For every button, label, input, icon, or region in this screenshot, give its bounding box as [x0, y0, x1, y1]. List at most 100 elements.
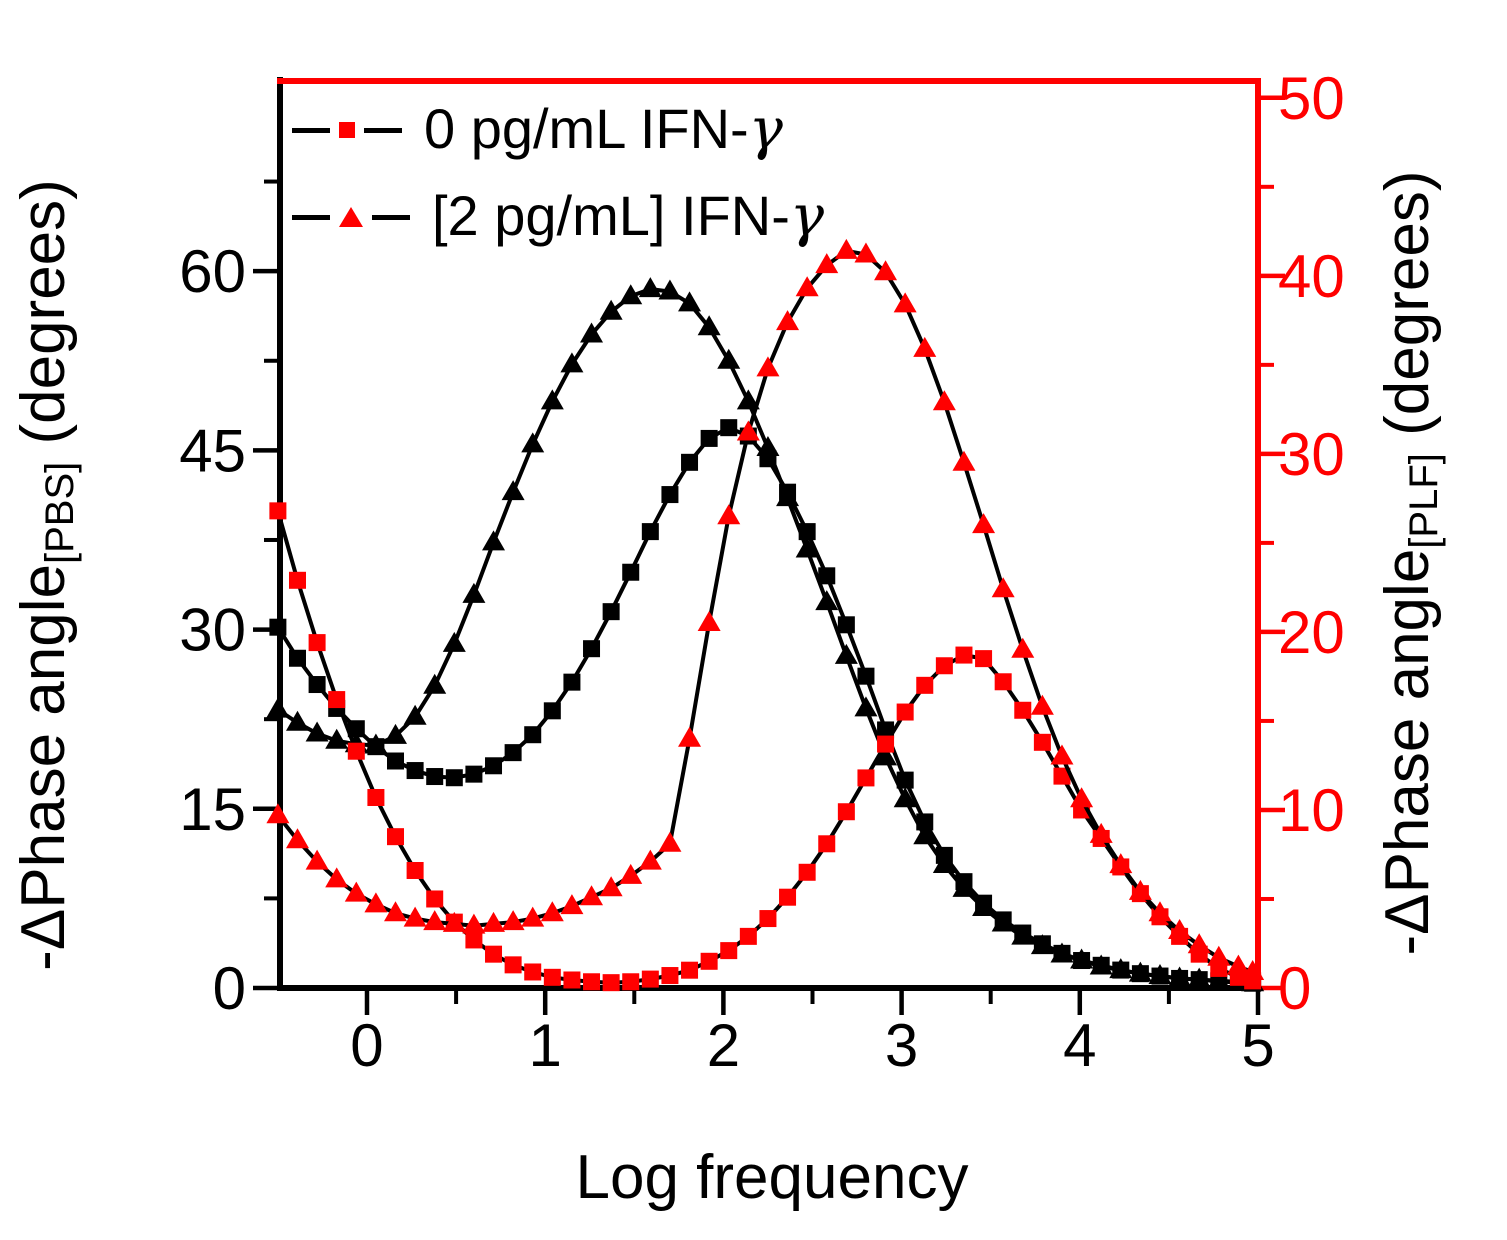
triangle-marker-icon: [795, 276, 819, 297]
square-marker-icon: [837, 616, 855, 634]
square-marker-icon: [465, 931, 483, 949]
triangle-marker-icon: [384, 723, 408, 744]
triangle-marker-icon: [834, 238, 858, 259]
triangle-marker-icon: [991, 577, 1015, 598]
square-marker-icon: [798, 863, 816, 881]
square-marker-icon: [602, 603, 620, 621]
triangle-marker-icon: [1030, 694, 1054, 715]
square-marker-icon: [543, 702, 561, 720]
triangle-marker-icon: [776, 486, 800, 507]
triangle-marker-icon: [580, 885, 604, 906]
triangle-marker-icon: [482, 911, 506, 932]
triangle-marker-icon: [305, 721, 329, 742]
right-tick-label: 0: [1278, 955, 1311, 1022]
x-tick-label: 5: [1241, 1012, 1274, 1079]
triangle-marker-icon: [756, 356, 780, 377]
triangle-marker-icon: [560, 894, 584, 915]
triangle-marker-icon: [972, 895, 996, 916]
square-marker-icon: [328, 691, 346, 709]
triangle-marker-icon: [580, 322, 604, 343]
triangle-marker-icon: [1241, 959, 1265, 980]
triangle-marker-icon: [501, 480, 525, 501]
triangle-marker-icon: [325, 867, 349, 888]
right-tick-label: 30: [1278, 421, 1345, 488]
square-marker-icon: [779, 888, 797, 906]
triangle-marker-icon: [913, 336, 937, 357]
square-marker-icon: [347, 720, 365, 738]
legend-line-segment: [364, 127, 402, 133]
square-marker-icon: [700, 429, 718, 447]
triangle-marker-icon: [854, 696, 878, 717]
triangle-marker-icon: [1070, 948, 1094, 969]
square-marker-icon: [857, 769, 875, 787]
triangle-marker-icon: [1128, 879, 1152, 900]
triangle-marker-icon: [482, 530, 506, 551]
square-marker-icon: [308, 676, 326, 694]
triangle-marker-icon: [560, 352, 584, 373]
square-marker-icon: [1053, 767, 1071, 785]
square-marker-icon: [955, 646, 973, 664]
triangle-marker-icon: [1168, 966, 1192, 987]
series-2-right-square: [269, 502, 1262, 992]
square-marker-icon: [288, 649, 306, 667]
triangle-marker-icon: [932, 390, 956, 411]
triangle-marker-icon: [462, 582, 486, 603]
triangle-marker-icon: [697, 315, 721, 336]
square-marker-icon: [720, 419, 738, 437]
square-marker-icon: [485, 757, 503, 775]
triangle-marker-icon: [1207, 945, 1231, 966]
triangle-marker-icon: [521, 906, 545, 927]
triangle-marker-icon: [893, 292, 917, 313]
triangle-marker-icon: [423, 673, 447, 694]
right-tick-label: 40: [1278, 243, 1345, 310]
square-marker-icon: [641, 970, 659, 988]
triangle-marker-icon: [1109, 958, 1133, 979]
triangle-marker-icon: [736, 420, 760, 441]
square-marker-icon: [347, 742, 365, 760]
square-marker-icon: [857, 667, 875, 685]
square-marker-icon: [504, 956, 522, 974]
square-marker-icon: [818, 567, 836, 585]
right-tick-label: 50: [1278, 65, 1345, 132]
legend-item-0pgml: 0 pg/mL IFN-γ: [292, 98, 824, 162]
triangle-marker-icon: [1128, 961, 1152, 982]
legend: 0 pg/mL IFN-γ [2 pg/mL] IFN-γ: [292, 98, 824, 272]
square-marker-icon: [896, 771, 914, 789]
triangle-marker-icon: [305, 849, 329, 870]
square-marker-icon: [543, 968, 561, 986]
triangle-marker-icon: [795, 537, 819, 558]
left-tick-label: 15: [179, 776, 246, 843]
square-marker-icon: [485, 945, 503, 963]
triangle-marker-icon: [1168, 919, 1192, 940]
square-marker-icon: [269, 618, 287, 636]
left-tick-label: 60: [179, 238, 246, 305]
x-tick-label: 4: [1063, 1012, 1096, 1079]
triangle-marker-icon: [403, 906, 427, 927]
square-marker-icon: [759, 910, 777, 928]
triangle-marker-icon: [540, 901, 564, 922]
square-marker-icon: [622, 563, 640, 581]
right-tick-label: 10: [1278, 777, 1345, 844]
series-1-left-triangle: [266, 277, 1265, 992]
triangle-marker-icon: [1187, 967, 1211, 988]
triangle-marker-icon: [266, 697, 290, 718]
triangle-marker-icon: [1109, 853, 1133, 874]
triangle-marker-icon: [442, 911, 466, 932]
triangle-marker-icon: [893, 787, 917, 808]
triangle-marker-icon: [815, 590, 839, 611]
square-marker-icon: [661, 486, 679, 504]
triangle-marker-icon: [952, 876, 976, 897]
square-marker-icon: [406, 861, 424, 879]
square-marker-icon: [387, 752, 405, 770]
square-marker-icon: [524, 726, 542, 744]
square-marker-icon: [387, 828, 405, 846]
x-tick-label: 3: [885, 1012, 918, 1079]
square-marker-icon: [916, 676, 934, 694]
data-series: [266, 238, 1265, 992]
square-marker-icon: [975, 650, 993, 668]
triangle-marker-icon: [736, 389, 760, 410]
triangle-marker-icon: [619, 284, 643, 305]
square-marker-icon: [641, 523, 659, 541]
triangle-marker-icon: [1089, 822, 1113, 843]
triangle-marker-icon: [638, 277, 662, 298]
